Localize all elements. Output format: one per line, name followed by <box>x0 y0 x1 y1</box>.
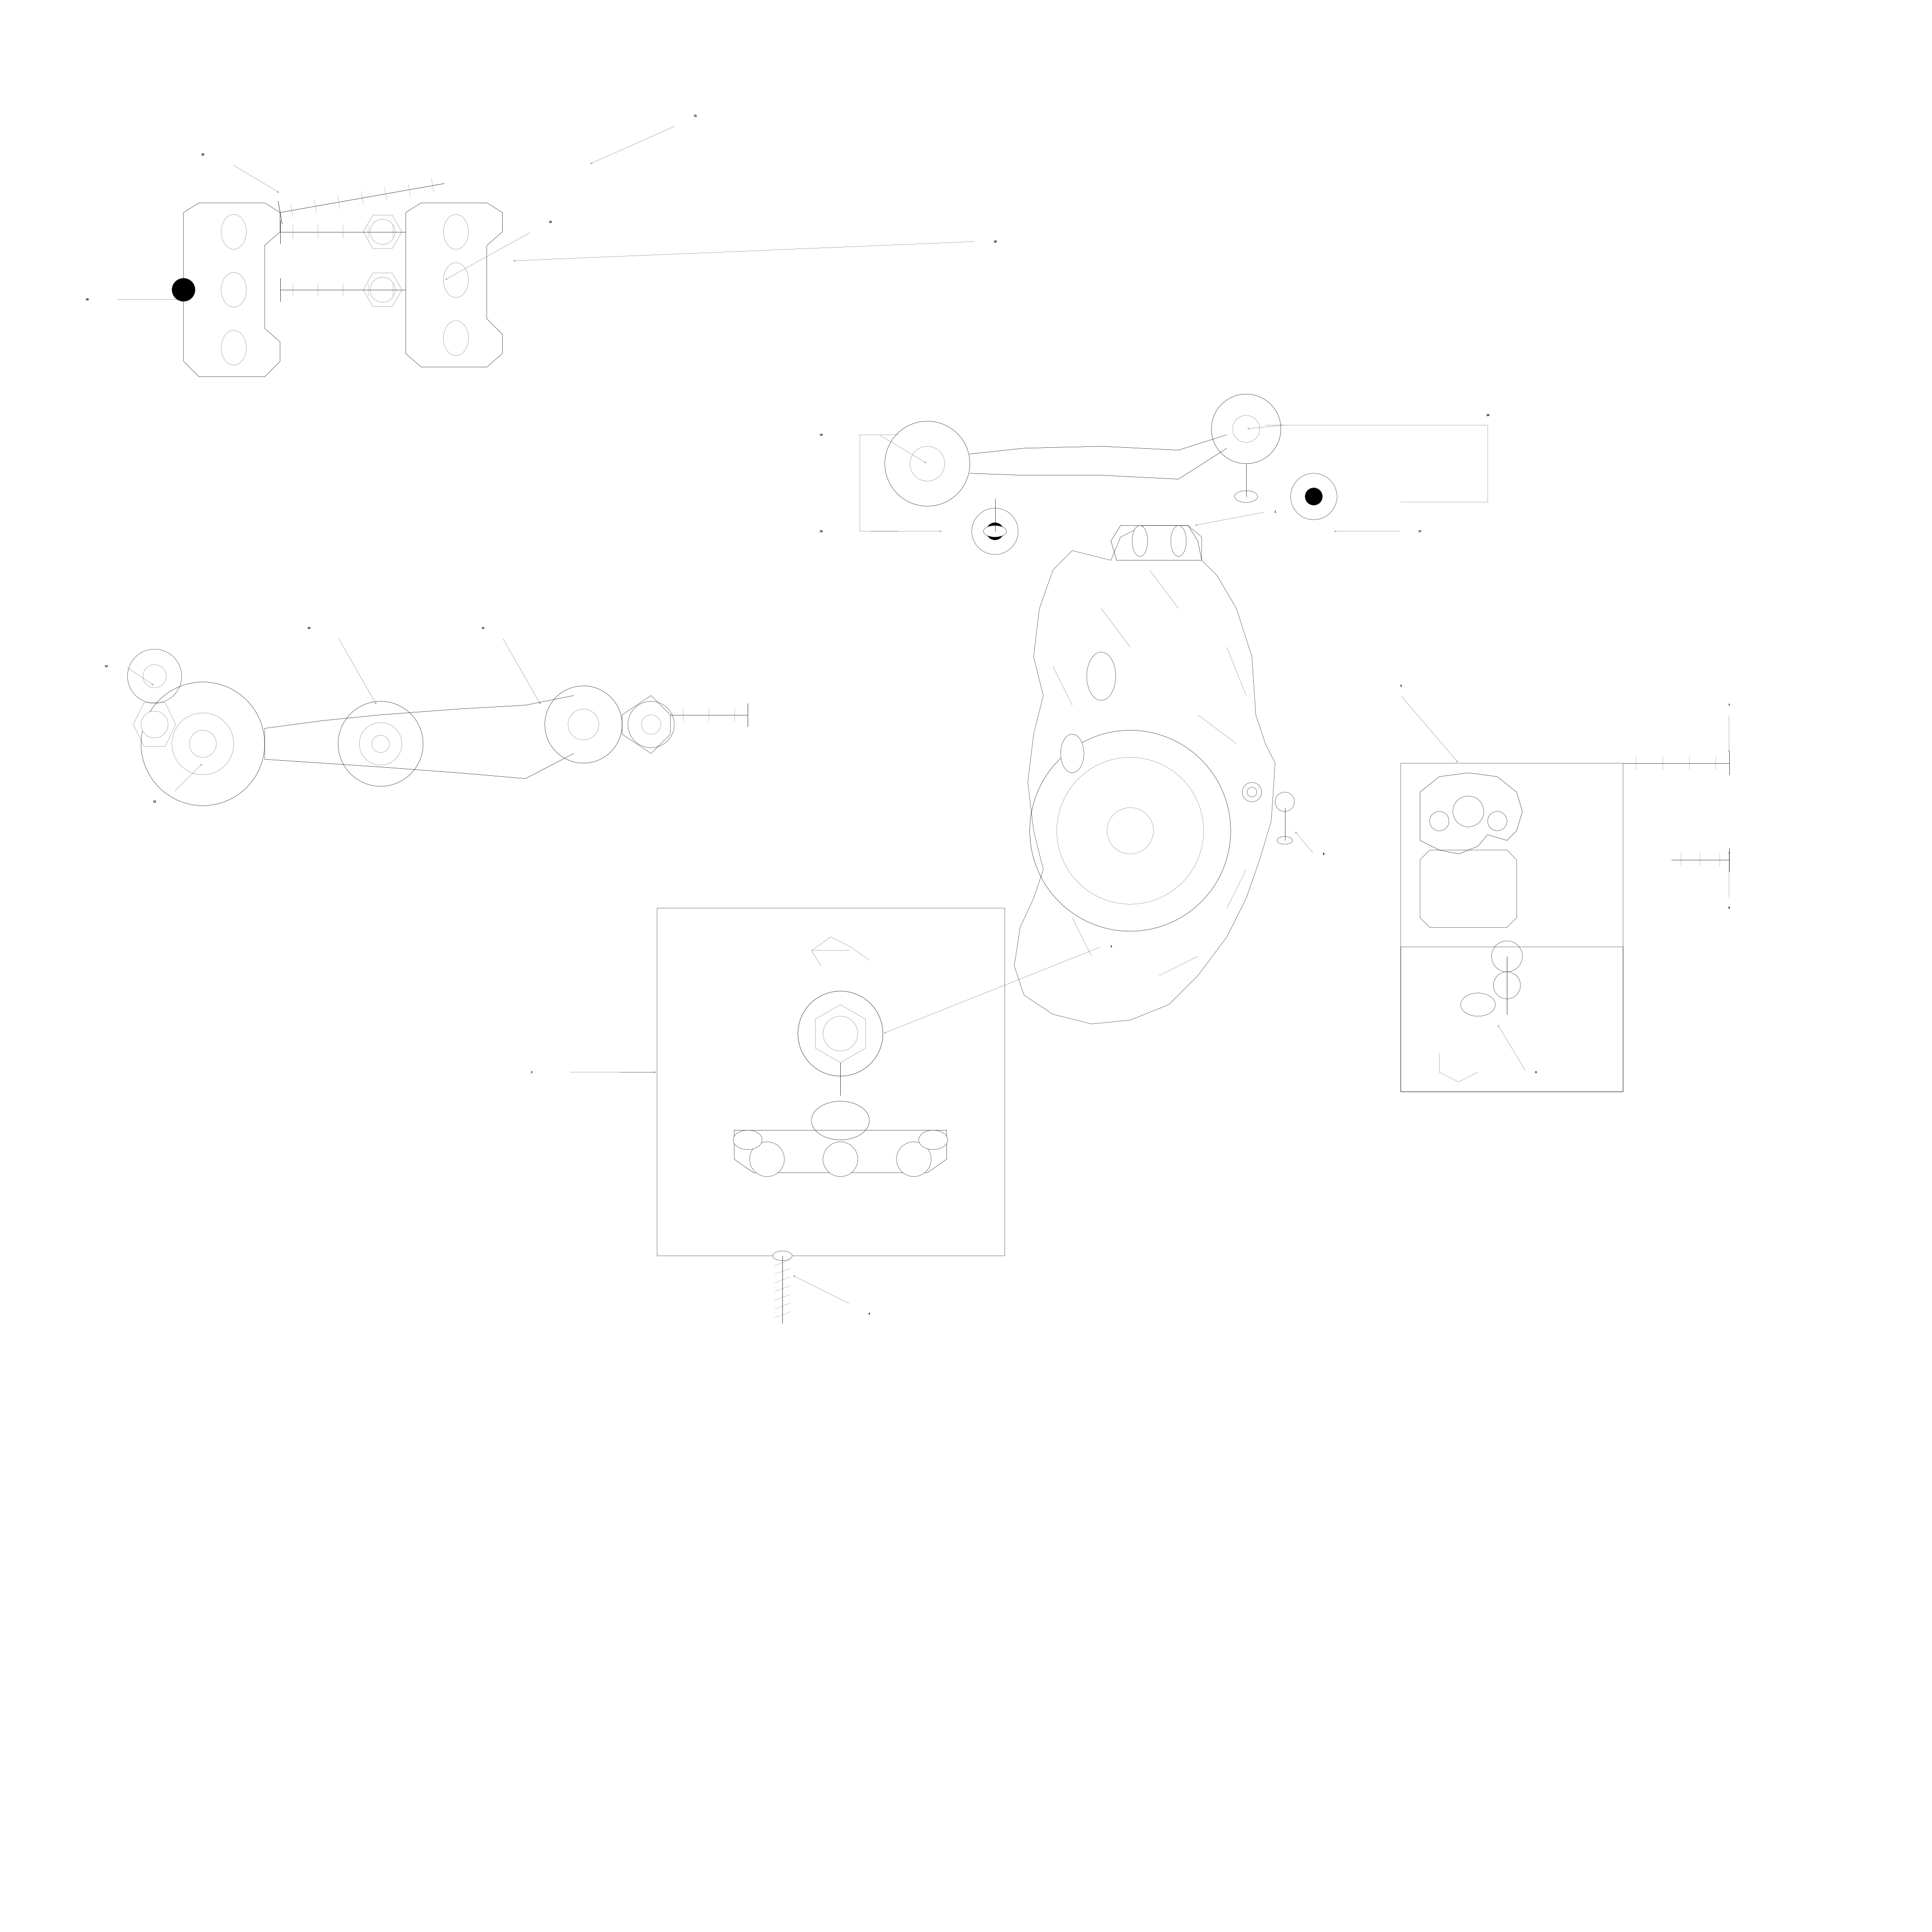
Ellipse shape <box>220 214 247 249</box>
Ellipse shape <box>1061 734 1084 773</box>
Circle shape <box>1304 487 1321 506</box>
Circle shape <box>823 1016 858 1051</box>
Circle shape <box>371 276 396 301</box>
Ellipse shape <box>1171 526 1186 556</box>
Text: 20: 20 <box>201 153 205 156</box>
Ellipse shape <box>773 1252 792 1260</box>
Ellipse shape <box>220 330 247 365</box>
Text: 19: 19 <box>993 240 997 243</box>
Circle shape <box>750 1142 784 1177</box>
Ellipse shape <box>811 1101 869 1140</box>
Bar <box>657 908 1005 1256</box>
Text: 21: 21 <box>694 114 697 118</box>
Ellipse shape <box>1086 653 1117 701</box>
Circle shape <box>896 1142 931 1177</box>
Circle shape <box>823 1142 858 1177</box>
Ellipse shape <box>442 214 469 249</box>
Ellipse shape <box>1132 526 1148 556</box>
Circle shape <box>172 278 195 301</box>
Text: 10: 10 <box>307 626 311 630</box>
Circle shape <box>985 522 1005 541</box>
Text: 15: 15 <box>819 529 823 533</box>
Text: 13: 13 <box>104 665 108 668</box>
Ellipse shape <box>1277 837 1293 844</box>
Text: 22: 22 <box>549 220 553 224</box>
Text: 16: 16 <box>1486 413 1490 417</box>
Text: 11: 11 <box>481 626 485 630</box>
Circle shape <box>371 220 396 245</box>
Text: 14: 14 <box>819 433 823 437</box>
Ellipse shape <box>734 1130 761 1150</box>
Bar <box>1401 947 1623 1092</box>
Ellipse shape <box>920 1130 947 1150</box>
Ellipse shape <box>983 526 1007 537</box>
Ellipse shape <box>442 263 469 298</box>
Ellipse shape <box>220 272 247 307</box>
Bar <box>1401 763 1623 1092</box>
Ellipse shape <box>1235 491 1258 502</box>
Circle shape <box>1275 792 1294 811</box>
Text: 17: 17 <box>1418 529 1422 533</box>
Text: 18: 18 <box>85 298 89 301</box>
Circle shape <box>141 711 168 738</box>
Ellipse shape <box>442 321 469 355</box>
Text: 12: 12 <box>153 800 156 804</box>
